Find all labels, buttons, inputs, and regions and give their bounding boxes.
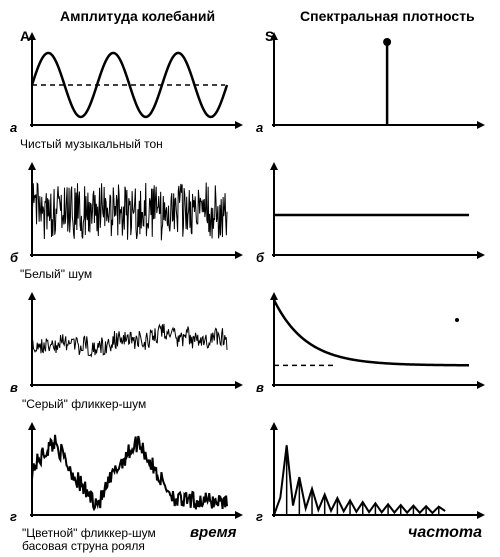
panel-a-time: [20, 30, 245, 135]
panel-g-time: [20, 420, 245, 525]
panel-b-spectrum: [262, 160, 487, 265]
row-letter-a-left: а: [10, 120, 17, 135]
caption-b: "Белый" шум: [20, 267, 92, 281]
panel-a-spectrum: [262, 30, 487, 135]
x-axis-label-right: частота: [408, 524, 482, 542]
caption-v: "Серый" фликкер-шум: [22, 397, 146, 411]
row-letter-b-left: б: [10, 250, 18, 265]
x-axis-label-left: время: [190, 524, 237, 541]
panel-b-time: [20, 160, 245, 265]
header-right: Спектральная плотность: [300, 8, 475, 24]
figure-root: Амплитуда колебаний Спектральная плотнос…: [0, 0, 500, 557]
panel-v-time: [20, 290, 245, 395]
caption-g-line2: басовая струна рояля: [22, 539, 145, 553]
caption-g-line1: "Цветной" фликкер-шум: [22, 526, 156, 540]
row-letter-g-left: г: [10, 509, 17, 524]
panel-v-spectrum: [262, 290, 487, 395]
row-letter-v-left: в: [10, 380, 18, 395]
caption-g: "Цветной" фликкер-шум басовая струна роя…: [22, 527, 156, 553]
panel-g-spectrum: [262, 420, 487, 525]
caption-a: Чистый музыкальный тон: [20, 137, 163, 151]
header-left: Амплитуда колебаний: [60, 8, 215, 24]
